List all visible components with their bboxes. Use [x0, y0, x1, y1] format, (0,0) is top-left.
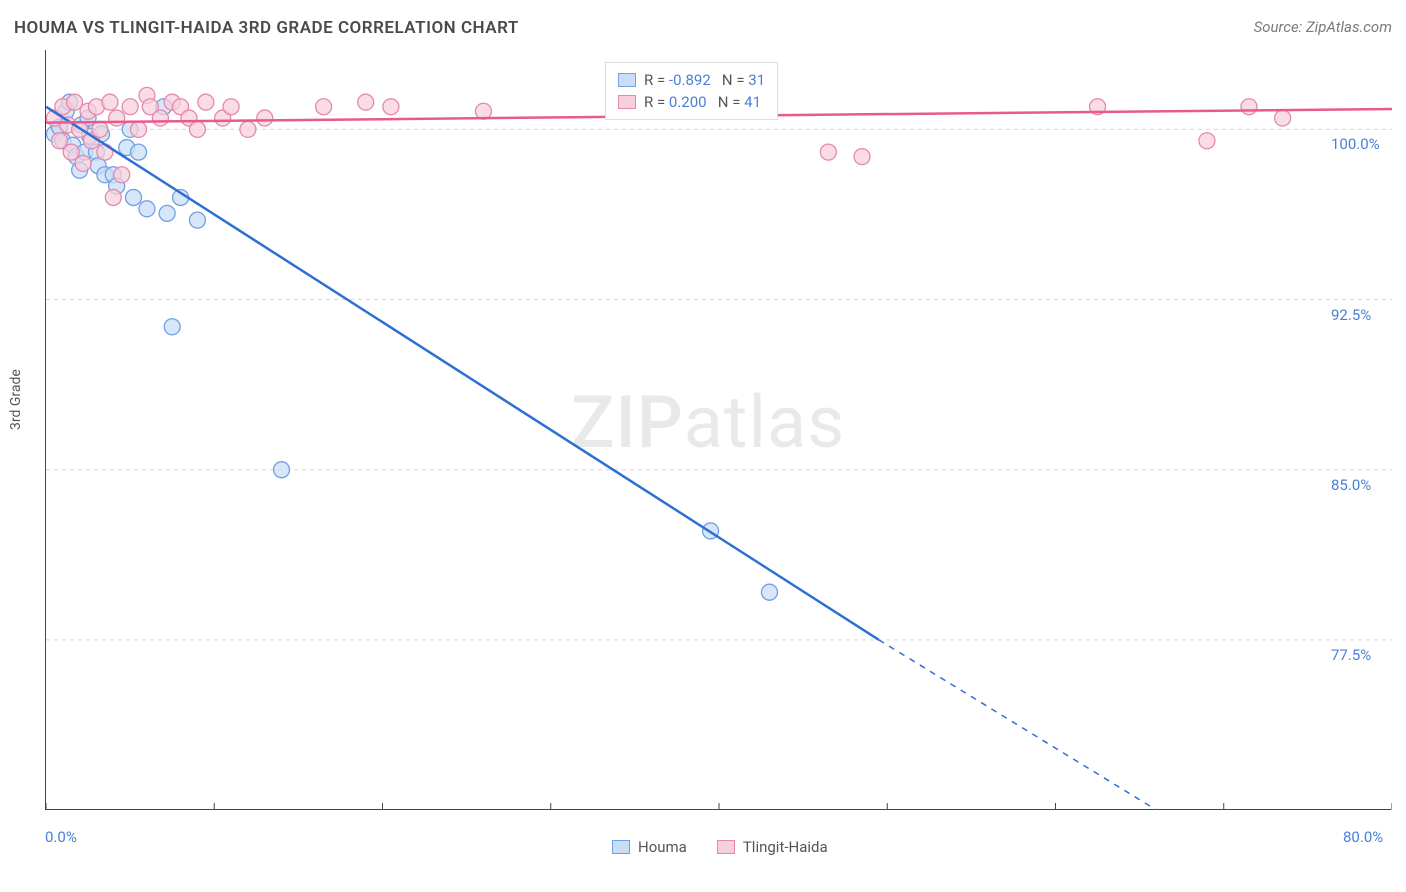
- data-point: [109, 110, 125, 126]
- data-point: [189, 212, 205, 228]
- data-point: [316, 99, 332, 115]
- x-tick-label: 0.0%: [45, 828, 77, 846]
- data-point: [102, 94, 118, 110]
- legend-label: Houma: [638, 838, 687, 856]
- y-tick-label: 100.0%: [1331, 135, 1380, 153]
- legend-swatch: [618, 73, 636, 87]
- data-point: [114, 167, 130, 183]
- data-point: [75, 155, 91, 171]
- legend-swatch: [612, 840, 630, 854]
- regression-line-dashed: [879, 640, 1157, 810]
- data-point: [820, 144, 836, 160]
- chart-title: HOUMA VS TLINGIT-HAIDA 3RD GRADE CORRELA…: [14, 18, 519, 38]
- data-point: [761, 584, 777, 600]
- data-point: [97, 144, 113, 160]
- legend-item: Houma: [612, 838, 687, 856]
- data-point: [131, 144, 147, 160]
- data-point: [854, 149, 870, 165]
- data-point: [274, 462, 290, 478]
- data-point: [92, 121, 108, 137]
- data-point: [358, 94, 374, 110]
- data-point: [139, 201, 155, 217]
- data-point: [257, 110, 273, 126]
- y-tick-label: 85.0%: [1331, 476, 1371, 494]
- data-point: [122, 99, 138, 115]
- data-point: [164, 319, 180, 335]
- plot-area: ZIPatlas: [45, 50, 1391, 810]
- data-point: [159, 205, 175, 221]
- data-point: [131, 121, 147, 137]
- y-axis-label: 3rd Grade: [8, 369, 24, 430]
- data-point: [240, 121, 256, 137]
- regression-line: [46, 107, 879, 640]
- data-point: [152, 110, 168, 126]
- chart-svg: [46, 50, 1392, 810]
- correlation-legend: R = -0.892 N = 31 R = 0.200 N = 41: [605, 62, 778, 120]
- data-point: [125, 189, 141, 205]
- data-point: [1241, 99, 1257, 115]
- legend-swatch: [717, 840, 735, 854]
- legend-label: Tlingit-Haida: [743, 838, 828, 856]
- data-point: [1275, 110, 1291, 126]
- data-point: [198, 94, 214, 110]
- legend-item: Tlingit-Haida: [717, 838, 828, 856]
- data-point: [105, 189, 121, 205]
- legend-swatch: [618, 95, 636, 109]
- x-tick-label: 80.0%: [1343, 828, 1383, 846]
- data-point: [189, 121, 205, 137]
- y-tick-label: 77.5%: [1331, 646, 1371, 664]
- y-tick-label: 92.5%: [1331, 306, 1371, 324]
- source-label: Source: ZipAtlas.com: [1254, 18, 1392, 36]
- data-point: [383, 99, 399, 115]
- data-point: [223, 99, 239, 115]
- legend-row: R = -0.892 N = 31: [618, 69, 765, 91]
- legend-text: R = 0.200 N = 41: [644, 93, 761, 111]
- legend-row: R = 0.200 N = 41: [618, 91, 765, 113]
- data-point: [475, 103, 491, 119]
- series-legend: Houma Tlingit-Haida: [612, 838, 828, 856]
- data-point: [1199, 133, 1215, 149]
- legend-text: R = -0.892 N = 31: [644, 71, 765, 89]
